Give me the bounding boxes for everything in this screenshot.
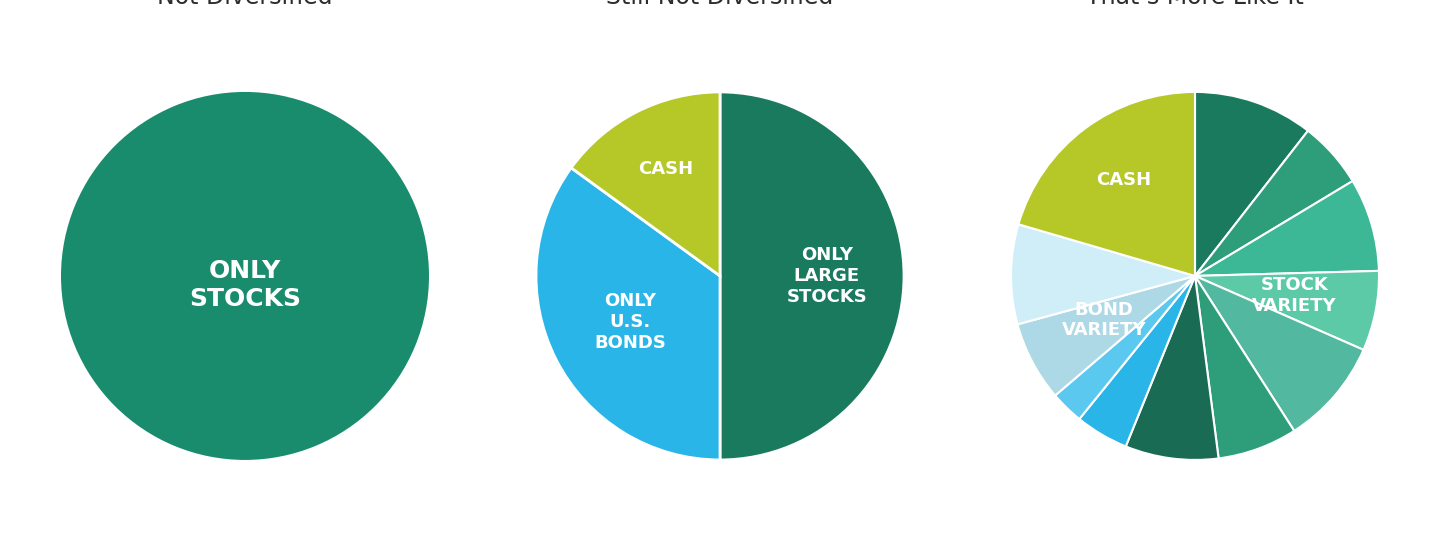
Wedge shape [1080,276,1195,446]
Wedge shape [1195,271,1380,350]
Text: STOCK
VARIETY: STOCK VARIETY [1251,276,1336,315]
Wedge shape [1011,224,1195,324]
Text: CASH: CASH [1096,171,1151,189]
Text: ONLY
U.S.
BONDS: ONLY U.S. BONDS [593,292,665,352]
Title: That’s More Like It: That’s More Like It [1086,0,1305,9]
Wedge shape [572,92,720,276]
Wedge shape [1195,181,1380,276]
Wedge shape [1195,92,1308,276]
Text: ONLY
STOCKS: ONLY STOCKS [189,259,301,311]
Wedge shape [60,92,429,460]
Text: ONLY
LARGE
STOCKS: ONLY LARGE STOCKS [786,246,867,306]
Wedge shape [1018,92,1195,276]
Wedge shape [1056,276,1195,419]
Wedge shape [536,168,720,460]
Title: Still Not Diversified: Still Not Diversified [606,0,834,9]
Wedge shape [1195,276,1364,431]
Wedge shape [1195,276,1295,458]
Wedge shape [1018,276,1195,396]
Title: Not Diversified: Not Diversified [157,0,333,9]
Wedge shape [1195,131,1352,276]
Text: BOND
VARIETY: BOND VARIETY [1061,300,1146,340]
Wedge shape [1126,276,1218,460]
Text: CASH: CASH [638,160,693,178]
Wedge shape [720,92,904,460]
